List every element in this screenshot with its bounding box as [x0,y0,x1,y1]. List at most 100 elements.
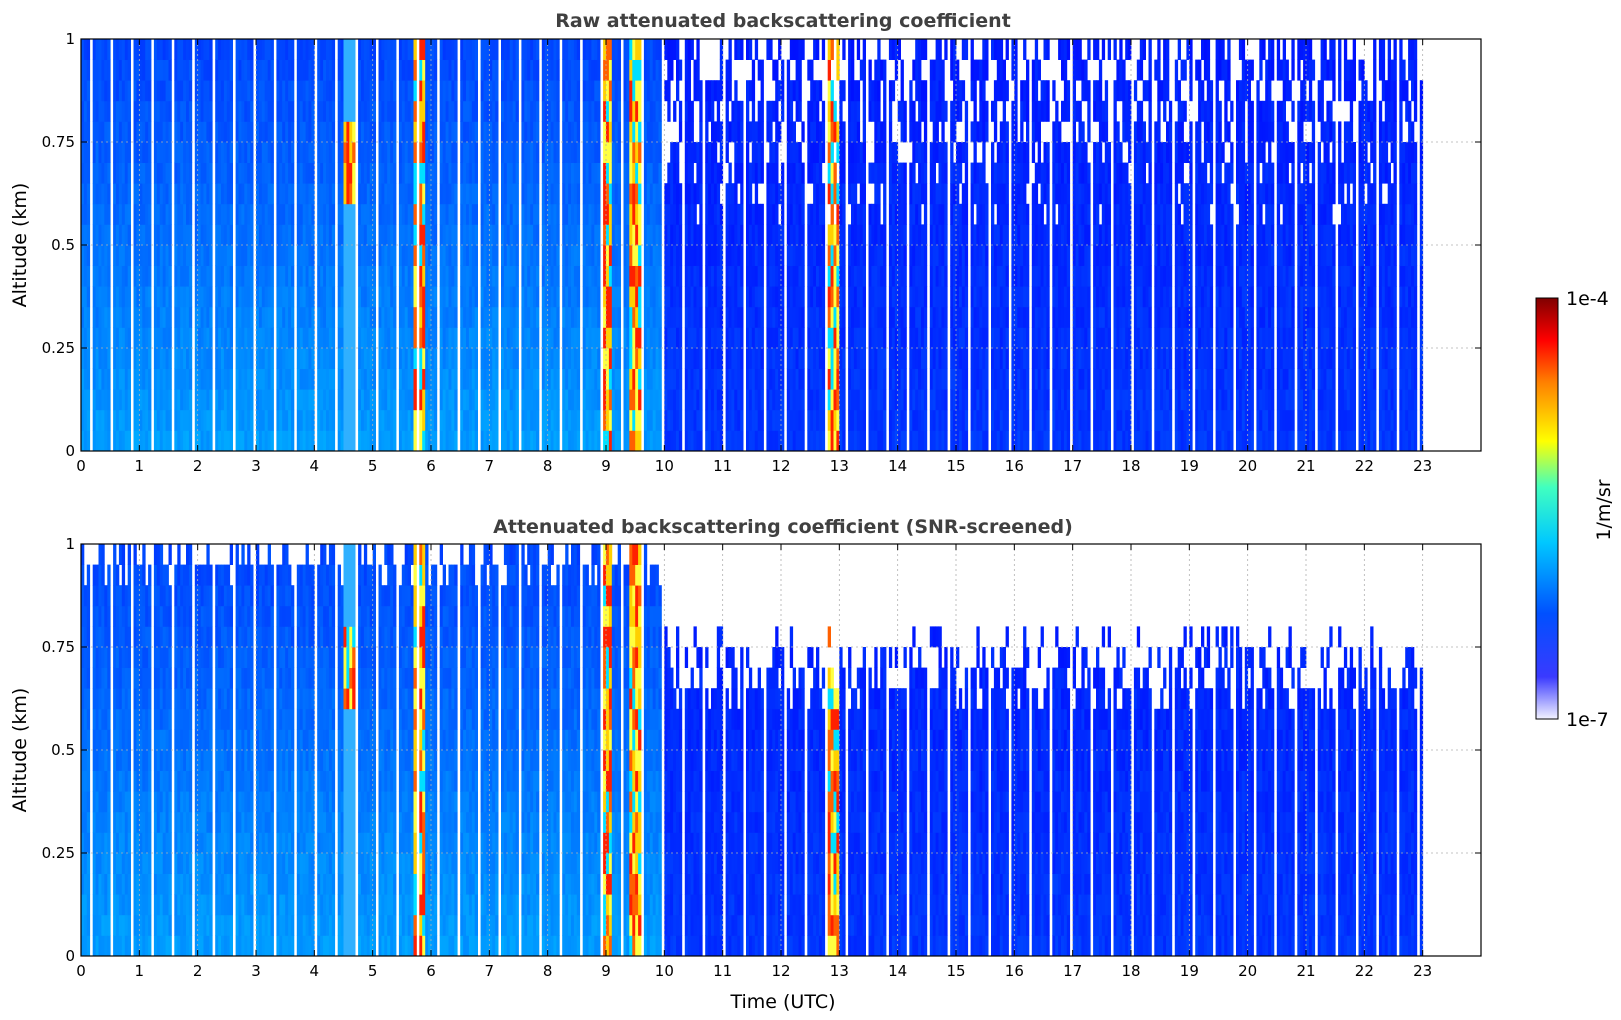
heatmap-cell [731,224,735,246]
heatmap-cell [678,409,683,431]
heatmap-cell [404,245,408,266]
heatmap-cell [101,39,105,60]
heatmap-cell [705,224,709,246]
heatmap-cell [664,183,668,205]
heatmap-cell [597,39,601,60]
heatmap-cell [746,265,750,287]
heatmap-cell [638,59,642,81]
heatmap-cell [101,265,105,287]
heatmap-cell [296,306,301,328]
heatmap-cell [544,59,548,81]
heatmap-cell [705,265,709,287]
heatmap-cell [614,162,618,184]
heatmap-cell [296,245,301,266]
heatmap-cell [795,389,799,411]
heatmap-cell [197,80,201,102]
heatmap-cell [124,183,129,205]
heatmap-cell [503,368,508,390]
heatmap-cell [256,327,260,349]
heatmap-cell [932,368,936,390]
heatmap-cell [795,286,799,308]
heatmap-cell [121,100,126,122]
heatmap-cell [238,121,242,143]
heatmap-cell [646,265,651,287]
heatmap-cell [909,245,913,266]
heatmap-cell [451,100,455,122]
heatmap-cell [594,121,598,143]
heatmap-cell [139,265,143,287]
heatmap-cell [713,327,718,349]
heatmap-cell [261,286,266,308]
heatmap-cell [961,327,966,349]
heatmap-cell [261,142,266,163]
heatmap-cell [506,348,511,369]
heatmap-cell [737,368,741,390]
heatmap-cell [203,306,207,328]
heatmap-cell [320,59,324,81]
raw-backscatter-panel: Raw attenuated backscattering coefficien… [9,10,1482,475]
heatmap-cell [851,430,855,452]
heatmap-cell [323,224,327,246]
heatmap-cell [938,389,942,411]
heatmap-cell [775,203,779,225]
heatmap-cell [795,80,799,102]
heatmap-cell [684,39,689,60]
heatmap-cell [711,162,715,184]
heatmap-cell [664,224,668,246]
heatmap-cell [842,183,846,205]
heatmap-cell [614,203,618,225]
heatmap-cell [705,348,709,369]
heatmap-cell [941,389,945,411]
heatmap-cell [565,327,569,349]
heatmap-cell [133,142,137,163]
heatmap-cell [256,245,260,266]
heatmap-cell [489,389,493,411]
heatmap-cell [261,265,266,287]
heatmap-cell [766,203,770,225]
heatmap-cell [92,409,96,431]
heatmap-cell [468,162,473,184]
heatmap-cell [393,368,397,390]
heatmap-cell [667,203,671,225]
heatmap-cell [448,224,452,246]
heatmap-cell [658,389,662,411]
heatmap-cell [629,306,633,328]
heatmap-cell [888,142,893,163]
heatmap-cell [471,203,476,225]
heatmap-cell [556,59,560,81]
heatmap-cell [888,265,893,287]
heatmap-cell [127,245,131,266]
heatmap-cell [591,100,595,122]
heatmap-cell [728,306,732,328]
heatmap-cell [116,100,120,122]
heatmap-cell [781,100,785,122]
heatmap-cell [632,430,636,452]
heatmap-cell [98,327,102,349]
heatmap-cell [894,409,899,431]
heatmap-cell [638,327,642,349]
heatmap-cell [728,121,732,143]
heatmap-cell [798,245,802,266]
heatmap-cell [719,409,724,431]
heatmap-cell [127,142,131,163]
heatmap-cell [611,430,616,452]
heatmap-cell [337,39,341,60]
heatmap-cell [611,306,616,328]
heatmap-cell [781,59,785,81]
heatmap-cell [751,142,756,163]
heatmap-cell [384,368,388,390]
heatmap-cell [687,389,691,411]
heatmap-cell [880,245,884,266]
heatmap-cell [877,183,881,205]
heatmap-cell [92,80,96,102]
heatmap-cell [121,142,126,163]
heatmap-cell [463,59,467,81]
heatmap-cell [148,39,152,60]
heatmap-cell [941,306,945,328]
heatmap-cell [226,59,231,81]
heatmap-cell [180,327,184,349]
heatmap-cell [162,245,166,266]
heatmap-cell [836,306,840,328]
heatmap-cell [705,121,709,143]
heatmap-cell [439,162,443,184]
